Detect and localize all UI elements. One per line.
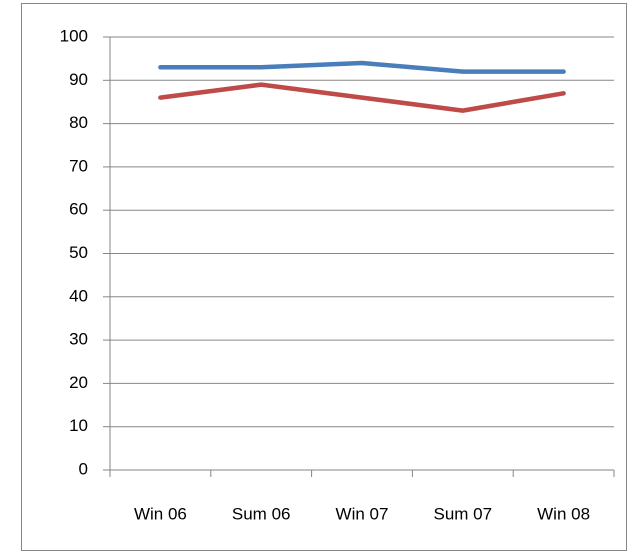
series-line xyxy=(158,60,566,74)
x-tick-label: Sum 07 xyxy=(434,504,493,523)
y-tick-label: 50 xyxy=(69,243,88,262)
x-tick-label: Win 08 xyxy=(537,504,590,523)
y-tick-label: 30 xyxy=(69,330,88,349)
y-tick-label: 90 xyxy=(69,70,88,89)
y-tick-label: 80 xyxy=(69,113,88,132)
y-tick-label: 70 xyxy=(69,156,88,175)
y-tick-label: 60 xyxy=(69,200,88,219)
chart-border xyxy=(21,3,627,551)
y-tick-label: 100 xyxy=(60,26,88,45)
x-tick-label: Win 06 xyxy=(134,504,187,523)
series-line xyxy=(158,82,566,113)
y-tick-label: 40 xyxy=(69,286,88,305)
y-tick-label: 0 xyxy=(79,459,88,478)
y-tick-label: 10 xyxy=(69,416,88,435)
y-tick-label: 20 xyxy=(69,373,88,392)
x-tick-label: Win 07 xyxy=(336,504,389,523)
x-tick-label: Sum 06 xyxy=(232,504,291,523)
